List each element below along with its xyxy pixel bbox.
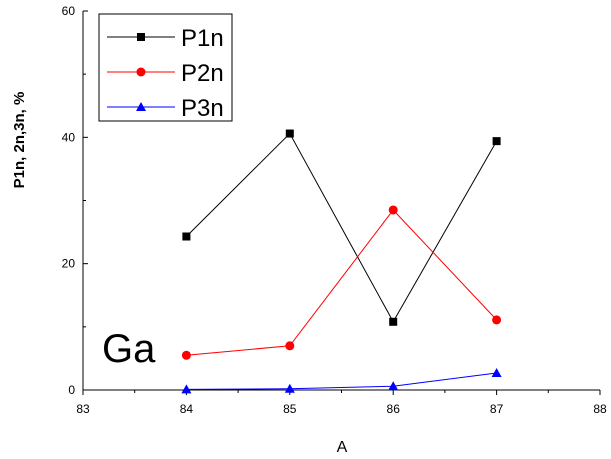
legend-box xyxy=(98,13,233,122)
data-point xyxy=(285,129,294,138)
data-point xyxy=(284,383,295,393)
x-tick-label: 85 xyxy=(283,402,297,416)
legend-marker xyxy=(137,33,145,41)
y-tick-label: 0 xyxy=(68,383,75,397)
data-point xyxy=(285,341,295,351)
series-layer xyxy=(181,129,502,394)
x-tick-label: 84 xyxy=(180,402,194,416)
series-P1n xyxy=(182,129,501,326)
y-tick-label: 20 xyxy=(62,257,76,271)
legend-label: P2n xyxy=(181,60,224,87)
data-point xyxy=(388,381,399,391)
series-line xyxy=(186,209,497,356)
legend: P1n P2n P3n xyxy=(98,13,233,122)
x-tick-label: 87 xyxy=(490,402,504,416)
legend-marker xyxy=(136,102,146,111)
legend-label: P1n xyxy=(181,25,224,52)
data-point xyxy=(492,315,502,325)
data-point xyxy=(492,137,501,146)
series-P2n xyxy=(181,205,502,360)
element-annotation: Ga xyxy=(102,327,156,371)
data-point xyxy=(491,367,502,377)
y-tick-label: 60 xyxy=(62,4,76,18)
series-P3n xyxy=(181,367,502,394)
legend-marker xyxy=(136,67,146,77)
data-point xyxy=(388,205,398,215)
legend-label: P3n xyxy=(181,95,224,122)
y-tick-label: 40 xyxy=(62,130,76,144)
series-line xyxy=(186,132,498,323)
x-axis-label: A xyxy=(337,439,348,456)
data-point xyxy=(181,384,192,394)
data-point xyxy=(389,317,398,326)
y-axis-label: P1n, 2n,3n, % xyxy=(11,92,28,189)
x-tick-label: 88 xyxy=(593,402,607,416)
data-point xyxy=(182,232,191,241)
series-line xyxy=(186,372,497,390)
x-tick-label: 86 xyxy=(387,402,401,416)
x-tick-label: 83 xyxy=(76,402,90,416)
data-point xyxy=(181,350,191,360)
